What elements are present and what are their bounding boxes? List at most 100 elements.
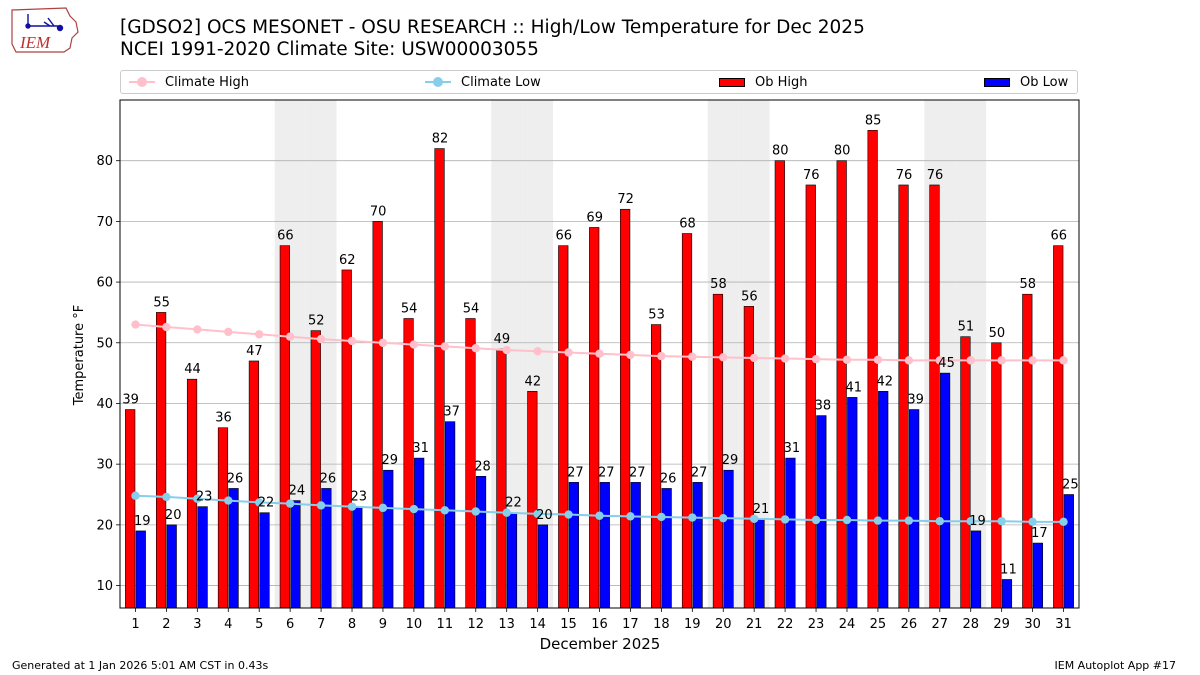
climate-high-point-16 — [595, 349, 604, 358]
ob-low-bar-31 — [1063, 494, 1074, 609]
ob-high-label-29: 50 — [989, 326, 1006, 341]
climate-low-point-15 — [564, 510, 573, 519]
y-tick-label-20: 20 — [96, 518, 113, 533]
ob-high-label-8: 62 — [339, 253, 356, 268]
climate-high-point-7 — [316, 334, 326, 344]
climate-low-point-11 — [440, 506, 450, 515]
ob-low-label-17: 27 — [629, 465, 646, 480]
ob-high-label-6: 66 — [277, 229, 294, 244]
ob-low-label-19: 27 — [691, 465, 708, 480]
ob-high-bar-18 — [650, 324, 662, 609]
ob-low-label-30: 17 — [1031, 526, 1048, 541]
x-tick-label-9: 9 — [379, 617, 387, 632]
ob-high-bar-4 — [217, 427, 229, 609]
ob-high-label-17: 72 — [617, 192, 634, 207]
ob-high-label-10: 54 — [401, 301, 418, 316]
ob-high-label-19: 68 — [679, 217, 696, 232]
climate-low-point-25 — [873, 516, 883, 525]
climate-low-point-7 — [316, 501, 326, 510]
ob-high-bar-29 — [991, 342, 1002, 609]
ob-high-bar-9 — [372, 221, 383, 609]
climate-low-point-29 — [997, 517, 1006, 526]
climate-low-point-4 — [224, 496, 233, 505]
x-tick-label-7: 7 — [317, 617, 325, 632]
ob-low-bar-5 — [259, 512, 270, 609]
y-tick-label-10: 10 — [96, 579, 113, 594]
climate-low-point-12 — [471, 507, 480, 516]
generated-note: Generated at 1 Jan 2026 5:01 AM CST in 0… — [12, 659, 269, 672]
ob-low-label-7: 26 — [320, 471, 337, 486]
ob-high-bar-31 — [1053, 245, 1064, 609]
ob-low-bar-8 — [352, 506, 363, 609]
logo-text: IEM — [19, 33, 51, 52]
iem-logo: IEM — [11, 7, 79, 53]
ob-high-label-12: 54 — [463, 301, 480, 316]
x-tick-label-22: 22 — [777, 617, 794, 632]
climate-low-point-8 — [347, 502, 357, 511]
legend-climate-low-label: Climate Low — [461, 74, 541, 90]
legend-ob-high-label: Ob High — [755, 74, 808, 90]
weekend-band-7 — [305, 100, 337, 608]
climate-high-point-11 — [440, 342, 450, 351]
y-tick-label-40: 40 — [96, 397, 113, 412]
ob-high-bar-27 — [929, 184, 940, 609]
ob-low-bar-28 — [970, 530, 982, 609]
ob-high-bar-21 — [743, 306, 754, 609]
x-tick-label-12: 12 — [467, 617, 484, 632]
ob-high-bar-1 — [125, 409, 136, 609]
ob-low-label-8: 23 — [351, 490, 368, 505]
x-tick-label-3: 3 — [193, 617, 201, 632]
climate-low-line — [135, 494, 1064, 523]
weekend-band-21 — [738, 100, 770, 608]
ob-low-bar-23 — [816, 415, 827, 609]
ob-high-bar-13 — [496, 348, 507, 609]
ob-high-label-31: 66 — [1050, 229, 1067, 244]
weather-station-icon — [25, 14, 64, 32]
climate-low-point-22 — [780, 515, 790, 524]
climate-low-point-26 — [904, 516, 914, 525]
ob-low-bar-2 — [166, 524, 177, 609]
x-tick-label-8: 8 — [348, 617, 356, 632]
ob-high-label-21: 56 — [741, 289, 758, 304]
climate-low-point-6 — [285, 499, 295, 508]
x-tick-label-10: 10 — [406, 617, 423, 632]
ob-low-bar-11 — [445, 421, 456, 609]
title-line-2: NCEI 1991-2020 Climate Site: USW00003055 — [120, 39, 539, 60]
ob-high-label-13: 49 — [494, 332, 511, 347]
ob-low-bar-6 — [290, 500, 301, 609]
x-tick-label-13: 13 — [498, 617, 515, 632]
ob-high-label-2: 55 — [153, 295, 170, 310]
ob-low-label-31: 25 — [1062, 478, 1079, 493]
ob-low-bar-21 — [754, 518, 765, 609]
ob-low-label-28: 19 — [969, 514, 986, 529]
ob-high-bar-22 — [774, 160, 785, 609]
ob-low-label-21: 21 — [753, 502, 770, 517]
climate-low-point-13 — [502, 508, 511, 517]
ob-high-bar-30 — [1022, 293, 1033, 609]
ob-low-label-10: 31 — [412, 441, 429, 456]
climate-high-point-22 — [780, 354, 790, 363]
climate-low-point-17 — [626, 512, 635, 521]
climate-low-point-16 — [595, 511, 604, 520]
ob-low-bar-9 — [383, 469, 394, 609]
climate-low-point-21 — [749, 514, 759, 523]
climate-high-point-17 — [626, 350, 635, 360]
ob-low-label-5: 22 — [258, 496, 275, 511]
ob-low-label-3: 23 — [196, 490, 213, 505]
x-tick-label-23: 23 — [808, 617, 825, 632]
ob-high-bar-15 — [558, 245, 569, 609]
ob-low-label-24: 41 — [846, 380, 863, 395]
climate-high-point-19 — [688, 352, 697, 361]
climate-low-point-24 — [842, 515, 852, 525]
ob-low-label-22: 31 — [784, 441, 801, 456]
ob-low-bar-10 — [414, 457, 425, 609]
x-tick-label-26: 26 — [901, 617, 918, 632]
ob-high-bar-16 — [589, 227, 600, 609]
x-tick-label-19: 19 — [684, 617, 701, 632]
x-tick-label-27: 27 — [932, 617, 949, 632]
ob-low-label-15: 27 — [567, 465, 584, 480]
ob-high-label-23: 76 — [803, 168, 820, 183]
ob-low-bar-13 — [506, 512, 518, 609]
x-axis-label: December 2025 — [540, 635, 661, 653]
